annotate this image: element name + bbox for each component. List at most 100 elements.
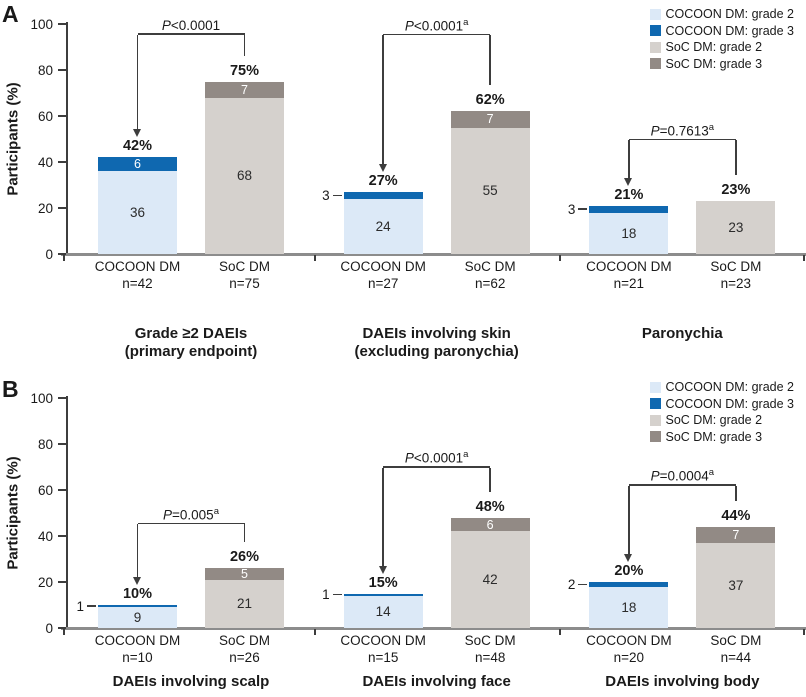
y-tick-mark (58, 161, 66, 163)
group-divider-tick (313, 629, 316, 635)
y-tick-mark (58, 489, 66, 491)
bar-segment-grade3 (343, 593, 423, 596)
group-divider-tick (559, 629, 562, 635)
y-tick-mark (58, 535, 66, 537)
pvalue-superscript: a (463, 449, 469, 461)
significance-bracket (243, 524, 246, 543)
percent-label: 62% (475, 92, 505, 109)
y-axis-line (66, 396, 68, 629)
pvalue-prefix: P (404, 18, 414, 34)
y-tick-label: 80 (37, 437, 53, 452)
legend-item: SoC DM: grade 3 (650, 57, 794, 71)
bar-count-label: 7 (732, 527, 740, 542)
arm-n: n=62 (474, 276, 506, 291)
y-tick-mark (58, 253, 66, 255)
bar-count-label: 18 (621, 225, 637, 241)
percent-label: 26% (229, 549, 260, 566)
stacked-bar-soc: 5 21 (205, 567, 284, 628)
group-divider-tick (313, 255, 316, 261)
significance-bracket (136, 524, 139, 578)
bar-segment-grade3: 6 (450, 518, 530, 532)
legend-label: SoC DM: grade 3 (665, 429, 763, 444)
leader-line (87, 605, 96, 607)
significance-bracket (489, 35, 491, 86)
bracket-arrowhead (133, 129, 141, 138)
bar-segment-grade2: 9 (98, 607, 177, 628)
legend-item: COCOON DM: grade 3 (650, 397, 794, 411)
x-baseline (61, 626, 806, 630)
arm-n: n=75 (229, 276, 260, 291)
bar-count-label: 42 (482, 572, 498, 588)
x-arm-label: COCOON DM n=42 (95, 258, 181, 292)
y-axis-title: Participants (%) (4, 82, 22, 196)
grade3-count-label: 3 (322, 187, 330, 203)
legend-label: COCOON DM: grade 2 (665, 7, 794, 21)
x-arm-label: COCOON DM n=10 (95, 632, 181, 666)
legend-swatch-cocoon_grade3 (650, 398, 662, 409)
y-tick-mark (58, 581, 66, 583)
significance-bracket (628, 138, 736, 141)
bar-segment-grade2: 42 (450, 531, 530, 628)
arm-n: n=10 (122, 650, 153, 665)
arm-name: SoC DM (464, 259, 516, 274)
legend-item: SoC DM: grade 3 (650, 430, 794, 444)
arm-name: SoC DM (710, 633, 762, 648)
bar-segment-grade2: 68 (205, 97, 284, 254)
percent-label: 15% (368, 574, 398, 591)
y-tick-label: 20 (37, 575, 53, 590)
stacked-bar-soc: 7 37 (696, 526, 776, 628)
bar-segment-grade3 (343, 191, 423, 199)
y-tick-mark (58, 397, 66, 399)
legend-swatch-cocoon_grade2 (650, 8, 662, 20)
bar-segment-grade2: 18 (589, 212, 669, 254)
pvalue-text: <0.0001 (413, 18, 464, 34)
panel-a: A Participants (%) COCOON DM: grade 2 COCOO… (2, 1, 806, 361)
bar-segment-grade3: 7 (205, 81, 284, 98)
arm-name: SoC DM (218, 633, 271, 648)
grade3-outside-label: 3 (551, 200, 588, 218)
pvalue-superscript: a (708, 467, 715, 479)
pvalue-text: =0.0004 (659, 468, 709, 484)
grade3-count-label: 1 (322, 587, 330, 603)
y-tick-mark (58, 23, 66, 25)
x-arm-label: COCOON DM n=21 (586, 258, 672, 292)
stacked-bar-cocoon: 14 (343, 593, 423, 629)
group-divider-tick (63, 255, 65, 261)
y-tick-label: 80 (37, 63, 53, 78)
stacked-bar-soc: 6 42 (450, 518, 530, 628)
arm-name: COCOON DM (340, 633, 426, 648)
y-tick-mark (58, 115, 66, 117)
significance-bracket (382, 467, 384, 567)
group-divider-tick (803, 629, 805, 635)
bar-segment-grade3 (98, 605, 177, 608)
bar-count-label: 7 (486, 112, 494, 127)
group-title: Grade ≥2 DAEIs (primary endpoint) (68, 325, 314, 361)
stacked-bar-soc: 23 (696, 201, 776, 254)
group-title: DAEIs involving body (559, 673, 805, 691)
plot-area: 0 20 40 60 80 100 6 36 42% 7 68 75% P<0.0001 24 3 27% 7 5… (30, 17, 806, 262)
bar-segment-grade2: 24 (343, 198, 423, 254)
arm-name: COCOON DM (94, 259, 181, 274)
legend-label: SoC DM: grade 3 (665, 56, 763, 71)
bar-segment-grade3: 7 (696, 526, 776, 543)
grade3-outside-label: 2 (551, 575, 588, 593)
bar-count-label: 6 (134, 157, 141, 172)
significance-bracket (383, 33, 491, 36)
significance-bracket (489, 467, 491, 492)
legend-swatch-cocoon_grade2 (650, 381, 662, 393)
bar-segment-grade2: 21 (205, 579, 284, 628)
arm-name: COCOON DM (586, 259, 672, 274)
grade3-outside-label: 3 (306, 186, 342, 204)
group-title-line: DAEIs involving face (362, 673, 511, 690)
x-arm-label: SoC DM n=23 (710, 258, 761, 292)
bar-segment-grade2: 14 (343, 595, 423, 628)
group-title-line: DAEIs involving body (605, 673, 760, 690)
bar-count-label: 14 (375, 604, 391, 620)
y-tick-label: 20 (37, 201, 53, 216)
bar-segment-grade2: 37 (696, 542, 776, 628)
pvalue-label: P<0.0001a (405, 17, 469, 34)
y-tick-mark (58, 443, 66, 445)
bar-count-label: 9 (133, 610, 142, 626)
bar-count-label: 18 (621, 599, 637, 615)
